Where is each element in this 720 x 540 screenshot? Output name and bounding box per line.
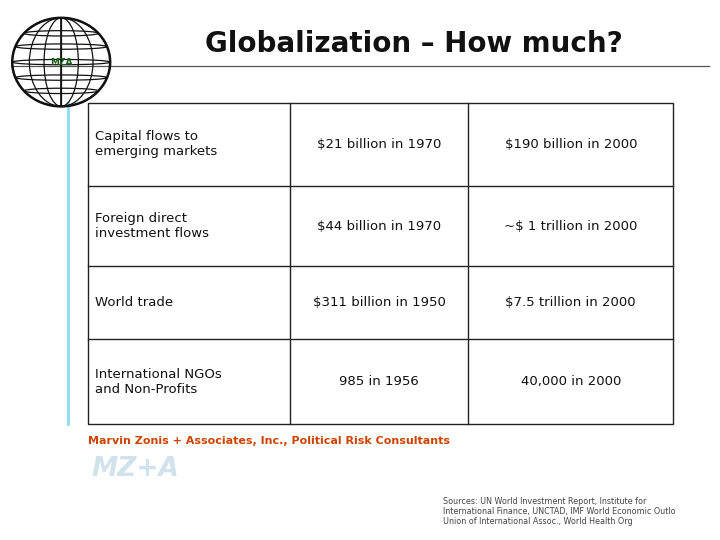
Text: $44 billion in 1970: $44 billion in 1970 [317,220,441,233]
Text: ~$ 1 trillion in 2000: ~$ 1 trillion in 2000 [504,220,637,233]
Text: Globalization – How much?: Globalization – How much? [205,30,623,58]
Text: International NGOs
and Non-Profits: International NGOs and Non-Profits [95,368,222,395]
Text: $21 billion in 1970: $21 billion in 1970 [317,138,441,151]
Text: $190 billion in 2000: $190 billion in 2000 [505,138,637,151]
Text: MZ+A: MZ+A [91,456,179,482]
Text: MZA: MZA [50,58,73,66]
Text: 40,000 in 2000: 40,000 in 2000 [521,375,621,388]
Text: Sources: UN World Investment Report, Institute for
International Finance, UNCTAD: Sources: UN World Investment Report, Ins… [443,497,675,526]
Text: Marvin Zonis + Associates, Inc., Political Risk Consultants: Marvin Zonis + Associates, Inc., Politic… [88,435,450,445]
Bar [88,103,673,424]
Text: Foreign direct
investment flows: Foreign direct investment flows [95,212,209,240]
Text: Capital flows to
emerging markets: Capital flows to emerging markets [95,131,217,158]
Text: 985 in 1956: 985 in 1956 [339,375,419,388]
Text: World trade: World trade [95,296,174,309]
Text: $7.5 trillion in 2000: $7.5 trillion in 2000 [505,296,636,309]
Text: $311 billion in 1950: $311 billion in 1950 [312,296,446,309]
